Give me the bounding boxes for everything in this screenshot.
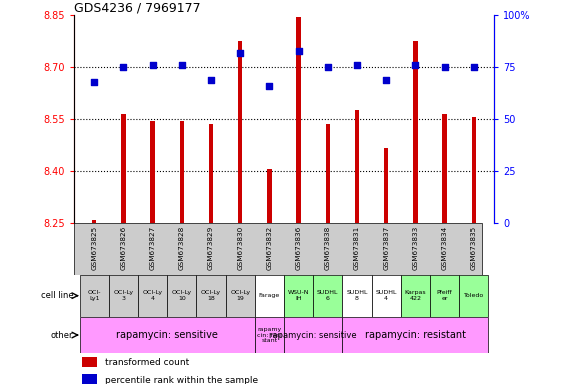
Text: OCI-
Ly1: OCI- Ly1 (87, 290, 101, 301)
Bar (384, 148, 389, 223)
Text: GDS4236 / 7969177: GDS4236 / 7969177 (74, 1, 201, 14)
Text: OCI-Ly
4: OCI-Ly 4 (143, 290, 162, 301)
FancyBboxPatch shape (197, 275, 225, 317)
Point (382, 76, 391, 83)
Text: OCI-Ly
3: OCI-Ly 3 (114, 290, 133, 301)
Bar (209, 124, 213, 223)
Bar (92, 220, 97, 223)
Text: Toledo: Toledo (463, 293, 484, 298)
Text: GSM673833: GSM673833 (412, 225, 419, 270)
FancyBboxPatch shape (371, 275, 401, 317)
Point (236, 50, 245, 56)
Text: OCI-Ly
18: OCI-Ly 18 (201, 290, 221, 301)
Bar (82, 357, 97, 367)
Text: other: other (51, 331, 73, 339)
Bar (442, 114, 446, 223)
Bar (122, 114, 126, 223)
Bar (471, 117, 476, 223)
FancyBboxPatch shape (109, 275, 138, 317)
Bar (151, 121, 155, 223)
Text: rapamycin: sensitive: rapamycin: sensitive (116, 330, 218, 340)
Point (352, 62, 361, 68)
Text: GSM673836: GSM673836 (295, 225, 302, 270)
Point (148, 62, 157, 68)
Bar (179, 121, 184, 223)
Point (90, 79, 99, 85)
Point (265, 83, 274, 89)
FancyBboxPatch shape (255, 317, 284, 353)
Point (440, 64, 449, 70)
Text: WSU-N
IH: WSU-N IH (288, 290, 310, 301)
Point (323, 64, 332, 70)
FancyBboxPatch shape (343, 317, 488, 353)
Text: cell line: cell line (41, 291, 73, 300)
Bar (238, 41, 243, 223)
Text: GSM673827: GSM673827 (149, 225, 156, 270)
Text: Farage: Farage (259, 293, 280, 298)
FancyBboxPatch shape (225, 275, 255, 317)
Bar (325, 124, 330, 223)
Point (411, 62, 420, 68)
Text: GSM673829: GSM673829 (208, 225, 214, 270)
Point (469, 64, 478, 70)
FancyBboxPatch shape (284, 317, 343, 353)
FancyBboxPatch shape (343, 275, 371, 317)
Point (177, 62, 186, 68)
Text: GSM673838: GSM673838 (325, 225, 331, 270)
Text: GSM673826: GSM673826 (120, 225, 127, 270)
Text: rapamycin: resistant: rapamycin: resistant (365, 330, 466, 340)
Bar (82, 374, 97, 384)
FancyBboxPatch shape (138, 275, 167, 317)
Text: GSM673834: GSM673834 (441, 225, 448, 270)
Text: GSM673830: GSM673830 (237, 225, 243, 270)
Text: rapamy
cin: resi
stant: rapamy cin: resi stant (257, 327, 282, 343)
FancyBboxPatch shape (80, 317, 255, 353)
Text: percentile rank within the sample: percentile rank within the sample (106, 376, 258, 384)
FancyBboxPatch shape (80, 275, 109, 317)
Text: GSM673825: GSM673825 (91, 225, 97, 270)
FancyBboxPatch shape (284, 275, 313, 317)
Text: GSM673831: GSM673831 (354, 225, 360, 270)
Text: rapamycin: sensitive: rapamycin: sensitive (269, 331, 357, 339)
FancyBboxPatch shape (401, 275, 430, 317)
Text: OCI-Ly
10: OCI-Ly 10 (172, 290, 192, 301)
Text: GSM673837: GSM673837 (383, 225, 389, 270)
Bar (267, 169, 272, 223)
Text: GSM673835: GSM673835 (471, 225, 477, 270)
Text: OCI-Ly
19: OCI-Ly 19 (230, 290, 250, 301)
Text: GSM673828: GSM673828 (179, 225, 185, 270)
FancyBboxPatch shape (167, 275, 197, 317)
Text: SUDHL
8: SUDHL 8 (346, 290, 367, 301)
FancyBboxPatch shape (255, 275, 284, 317)
Text: Pfeiff
er: Pfeiff er (437, 290, 452, 301)
Point (294, 48, 303, 54)
FancyBboxPatch shape (313, 275, 343, 317)
Text: SUDHL
6: SUDHL 6 (317, 290, 339, 301)
Text: Karpas
422: Karpas 422 (404, 290, 426, 301)
Point (119, 64, 128, 70)
Bar (413, 41, 417, 223)
FancyBboxPatch shape (430, 275, 459, 317)
Bar (355, 110, 359, 223)
Text: transformed count: transformed count (106, 358, 190, 367)
Point (207, 76, 216, 83)
FancyBboxPatch shape (459, 275, 488, 317)
Text: GSM673832: GSM673832 (266, 225, 273, 270)
Text: SUDHL
4: SUDHL 4 (375, 290, 397, 301)
Bar (296, 17, 301, 223)
